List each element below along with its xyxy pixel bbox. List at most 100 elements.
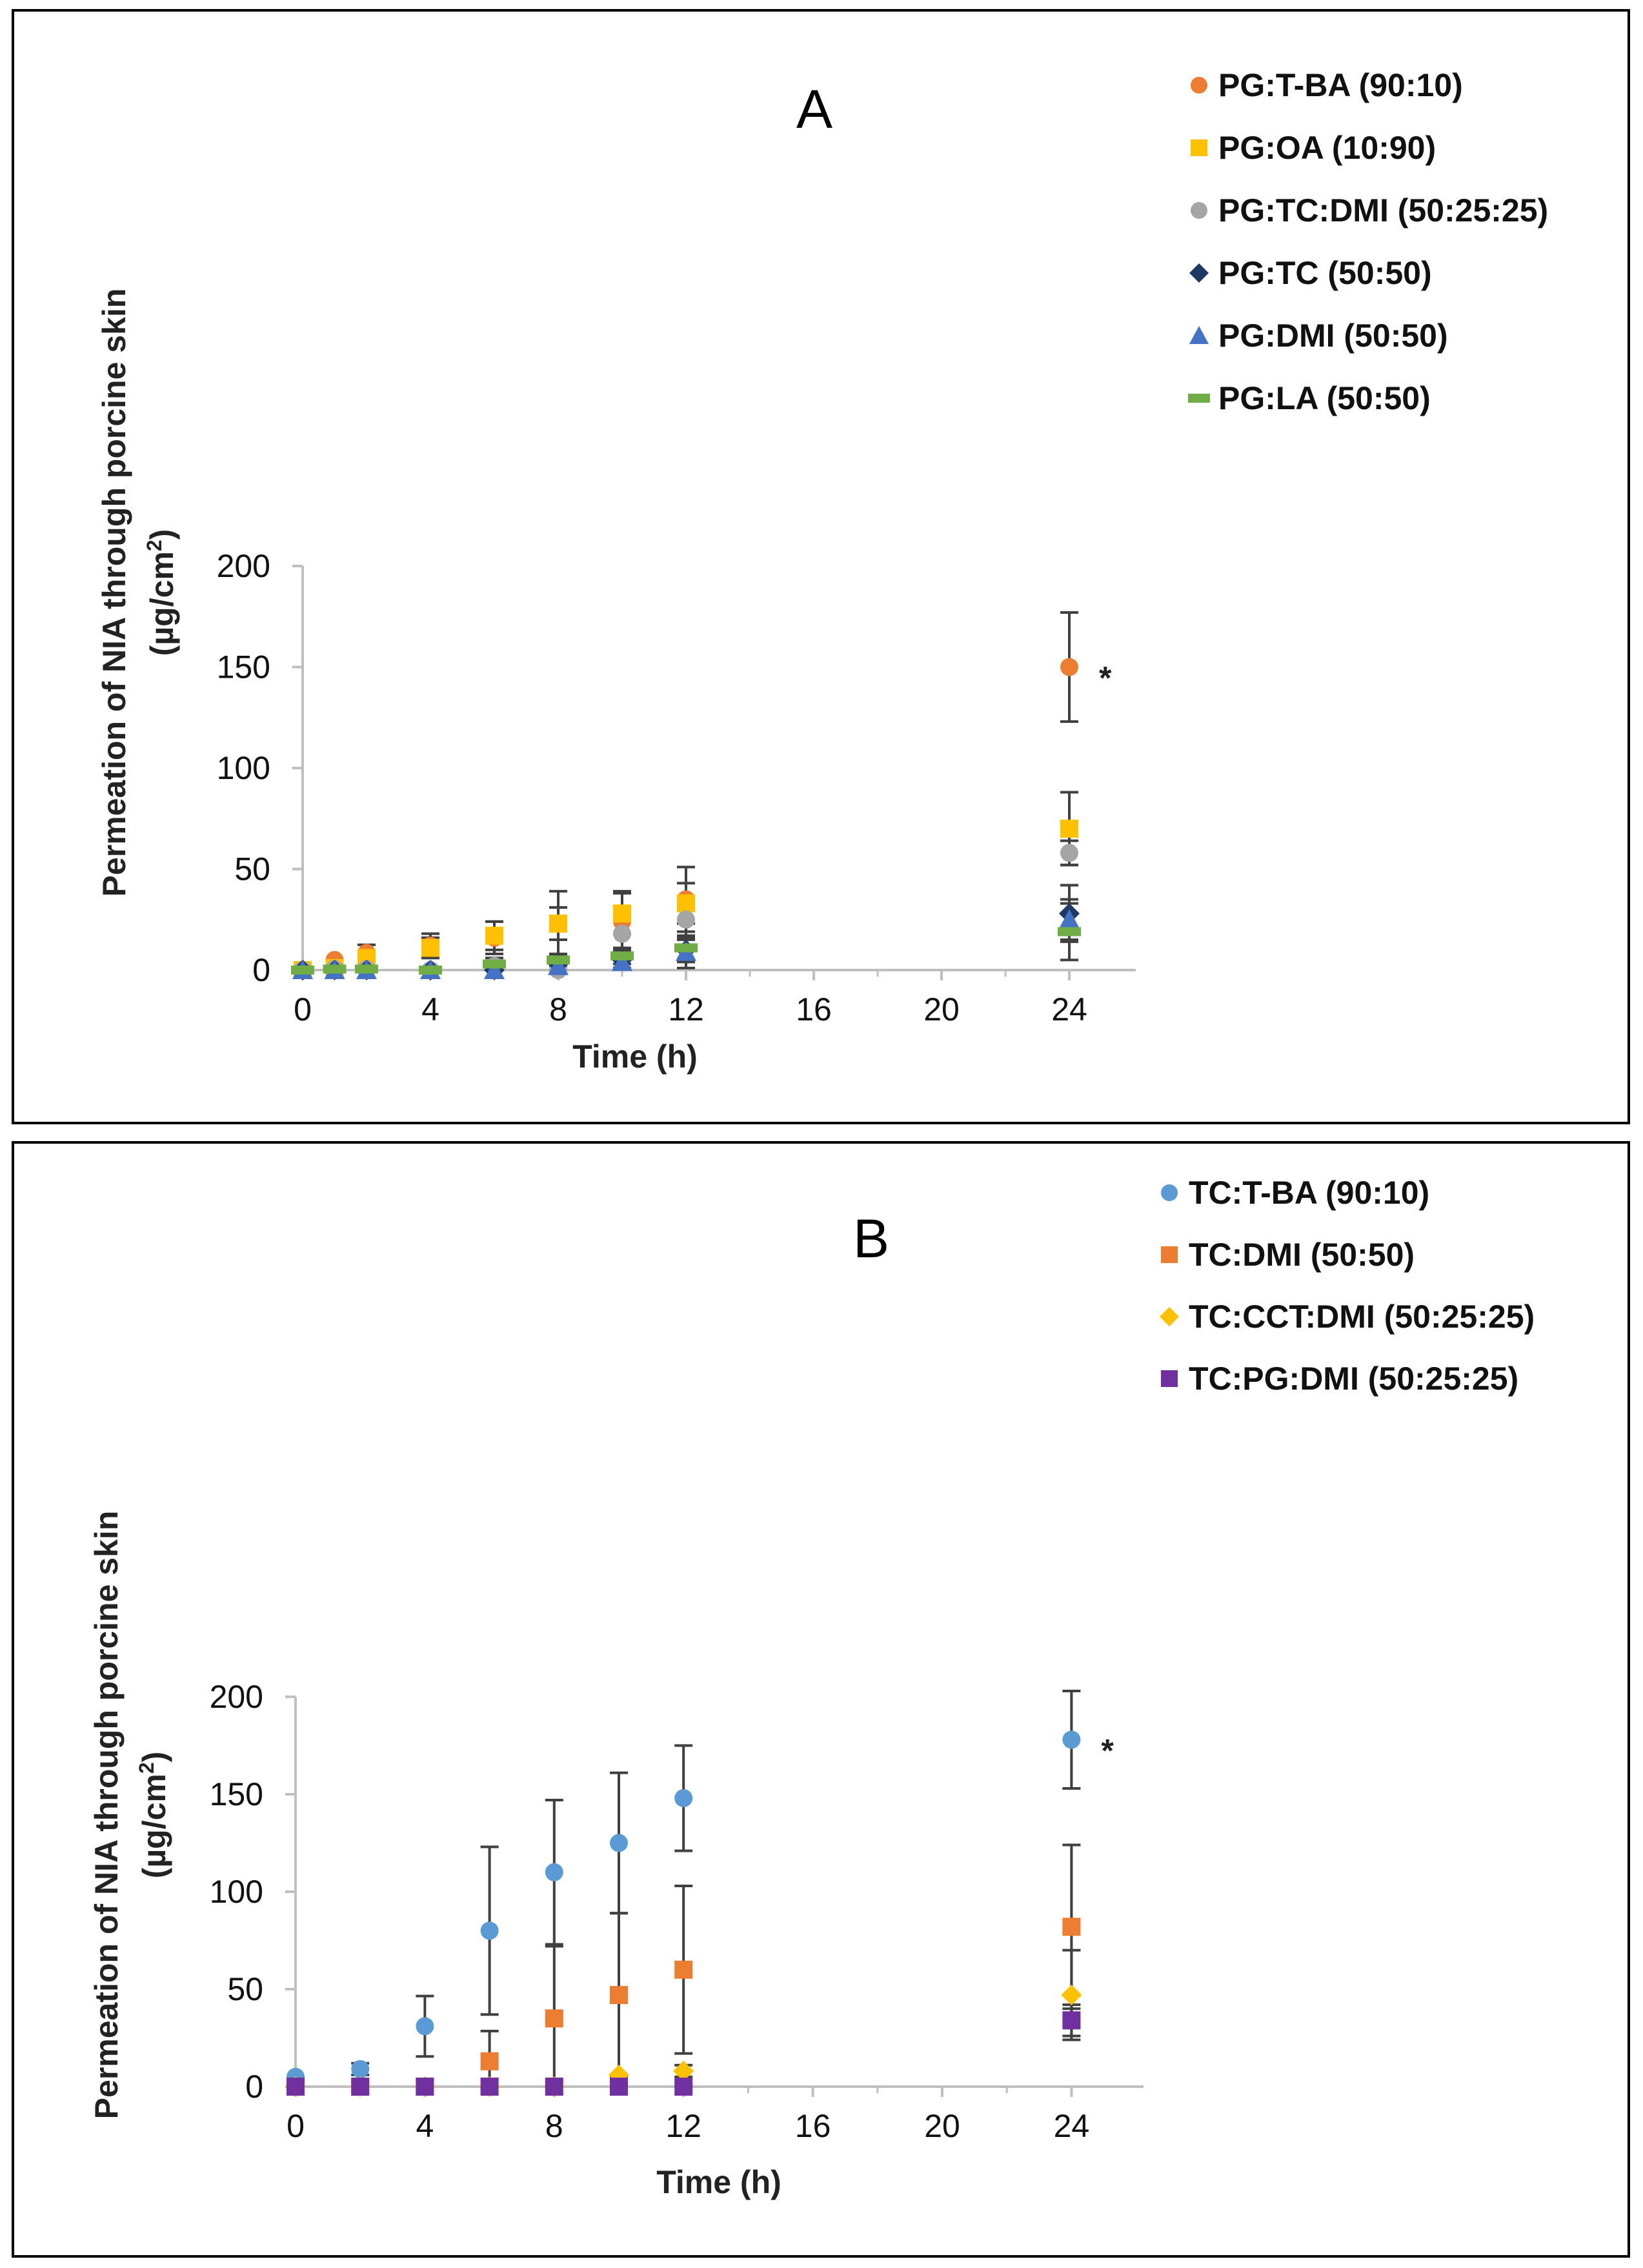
chart-a-y-axis-unit: (µg/cm2) [143, 529, 180, 656]
chart-b-point-series-2 [1062, 1918, 1081, 1936]
chart-b-point-series-4 [1062, 2011, 1081, 2030]
chart-b-y-tick-label: 0 [245, 2069, 263, 2105]
chart-b-point-series-4 [416, 2078, 434, 2096]
chart-b-legend-item: TC:PG:DMI (50:25:25) [1161, 1361, 1518, 1397]
chart-a-point-series-5 [612, 951, 632, 971]
chart-b-point-series-2 [480, 2052, 499, 2071]
chart-b-legend: TC:T-BA (90:10) TC:DMI (50:50) TC:CCT:DMI … [1160, 1175, 1535, 1397]
chart-a-legend-label: PG:TC (50:50) [1218, 255, 1432, 291]
chart-b-svg: 0 50 100 150 200 0 4 8 12 16 20 24 B Time (h) Perme… [88, 1175, 1535, 2200]
chart-a-significance-annotation: * [1099, 660, 1112, 696]
chart-a-y-tick-label: 0 [252, 952, 270, 988]
chart-a-point-series-2 [1060, 819, 1078, 838]
chart-b-point-series-1 [480, 1921, 499, 1940]
chart-panel-b: 0 50 100 150 200 0 4 8 12 16 20 24 B Time (h) Perme… [12, 1141, 1630, 2258]
chart-a-y-tick-label: 100 [217, 750, 270, 786]
chart-a-point-series-5 [484, 960, 505, 979]
chart-b-x-tick-label: 24 [1054, 2108, 1090, 2144]
chart-a-point-series-5 [548, 955, 569, 975]
chart-a-y-axis-label: Permeation of NIA through porcine skin [96, 289, 132, 897]
chart-b-point-series-4 [351, 2078, 370, 2096]
chart-b-y-axis-label: Permeation of NIA through porcine skin [88, 1511, 125, 2120]
chart-b-legend-marker [1160, 1307, 1179, 1326]
chart-a-legend-item: PG:TC:DMI (50:25:25) [1191, 192, 1548, 228]
chart-b-point-series-1 [674, 1789, 693, 1808]
chart-a-legend-item: PG:LA (50:50) [1188, 380, 1431, 416]
chart-a-legend-marker [1191, 202, 1207, 219]
chart-b-y-tick-label: 100 [210, 1874, 263, 1910]
chart-a-legend-label: PG:DMI (50:50) [1218, 318, 1448, 354]
chart-b-x-tick-label: 12 [665, 2108, 701, 2144]
chart-b-x-axis-label: Time (h) [656, 2164, 781, 2200]
chart-a-svg: 0 50 100 150 200 0 4 8 12 16 20 24 A Time (h) Perme… [96, 67, 1548, 1075]
chart-b-legend-item: TC:DMI (50:50) [1161, 1237, 1415, 1273]
chart-b-legend-label: TC:CCT:DMI (50:25:25) [1189, 1299, 1535, 1335]
chart-a-point-series-6 [355, 964, 378, 974]
chart-a-legend-marker [1188, 394, 1210, 403]
chart-b-legend-label: TC:DMI (50:50) [1189, 1237, 1415, 1273]
chart-a-legend-item: PG:DMI (50:50) [1189, 318, 1448, 354]
chart-a-y-tick-label: 150 [217, 649, 270, 685]
chart-a-legend-item: PG:TC (50:50) [1189, 255, 1432, 291]
chart-a-x-tick-label: 16 [796, 991, 832, 1028]
chart-a-point-series-2 [485, 926, 503, 945]
chart-b-point-series-4 [545, 2078, 563, 2096]
chart-b-point-series-2 [610, 1986, 628, 2005]
chart-a-legend-marker [1191, 77, 1207, 94]
chart-b-point-series-1 [545, 1863, 563, 1881]
chart-b-point-series-3 [673, 2060, 694, 2081]
chart-a-title: A [796, 79, 832, 139]
chart-a-legend-label: PG:OA (10:90) [1218, 130, 1436, 166]
chart-b-significance-annotation: * [1101, 1732, 1114, 1768]
chart-a-legend-label: PG:LA (50:50) [1218, 380, 1431, 416]
chart-a-legend-item: PG:T-BA (90:10) [1191, 67, 1463, 103]
chart-b-point-series-1 [610, 1834, 628, 1852]
chart-a-point-series-6 [610, 951, 634, 961]
chart-a-point-series-2 [421, 938, 439, 957]
chart-a-y-tick-label: 50 [234, 851, 270, 887]
chart-b-point-series-4 [287, 2078, 305, 2096]
chart-a-point-series-2 [677, 894, 695, 913]
chart-b-legend-marker [1161, 1184, 1178, 1201]
chart-a-x-tick-label: 8 [549, 991, 567, 1028]
chart-a-point-series-3 [613, 924, 631, 943]
chart-a-x-tick-label: 20 [923, 991, 960, 1028]
chart-a-legend: PG:T-BA (90:10) PG:OA (10:90) PG:TC:DMI (5… [1188, 67, 1548, 416]
chart-a-point-series-6 [483, 959, 506, 969]
chart-b-legend-item: TC:CCT:DMI (50:25:25) [1160, 1299, 1535, 1335]
chart-a-point-series-6 [547, 955, 570, 965]
chart-b-y-tick-label: 150 [210, 1776, 263, 1812]
chart-b-x-tick-label: 20 [924, 2108, 960, 2144]
chart-b-legend-marker [1161, 1370, 1178, 1387]
chart-a-point-series-6 [419, 966, 442, 975]
chart-b-legend-label: TC:PG:DMI (50:25:25) [1189, 1361, 1518, 1397]
chart-b-point-series-1 [351, 2060, 370, 2078]
chart-a-point-series-3 [677, 910, 695, 929]
chart-a-legend-marker [1189, 263, 1209, 283]
chart-a-x-axis-label: Time (h) [572, 1038, 698, 1075]
chart-b-legend-marker [1161, 1246, 1178, 1263]
chart-b-point-series-2 [545, 2009, 563, 2028]
chart-b-x-tick-label: 16 [795, 2108, 831, 2144]
chart-a-point-series-5 [1059, 909, 1080, 929]
chart-a-legend-item: PG:OA (10:90) [1191, 130, 1436, 166]
chart-b-point-series-4 [480, 2078, 499, 2096]
chart-b-point-series-1 [1062, 1730, 1081, 1749]
chart-a-point-series-6 [674, 943, 698, 953]
chart-b-point-series-4 [674, 2078, 693, 2096]
chart-b-x-tick-label: 4 [416, 2108, 434, 2144]
chart-a-point-series-6 [323, 964, 347, 974]
chart-a-point-series-2 [613, 904, 631, 923]
chart-a-point-series-2 [549, 915, 567, 933]
chart-b-x-tick-label: 8 [545, 2108, 563, 2144]
chart-b-y-axis-unit: (µg/cm2) [135, 1752, 172, 1879]
chart-a-point-series-1 [1060, 658, 1078, 676]
chart-b-point-series-4 [610, 2078, 628, 2096]
chart-b-point-series-1 [416, 2017, 434, 2036]
chart-b-legend-label: TC:T-BA (90:10) [1189, 1175, 1429, 1211]
chart-a-x-tick-label: 0 [294, 991, 312, 1028]
chart-a-x-tick-label: 24 [1051, 991, 1087, 1028]
chart-b-legend-item: TC:T-BA (90:10) [1161, 1175, 1429, 1211]
chart-b-y-tick-label: 50 [227, 1971, 263, 2007]
chart-a-legend-marker [1189, 326, 1209, 344]
